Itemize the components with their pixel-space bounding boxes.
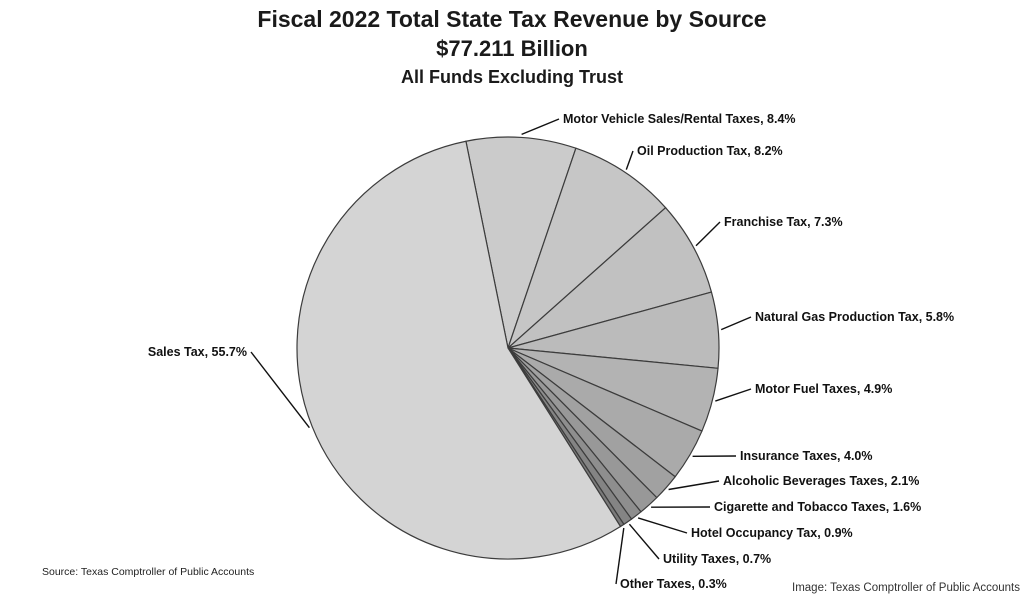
chart-subtitle-2: All Funds Excluding Trust [400, 67, 623, 87]
slice-label-utility-taxes: Utility Taxes, 0.7% [663, 552, 771, 566]
slice-label-hotel-occupancy-tax: Hotel Occupancy Tax, 0.9% [691, 526, 853, 540]
source-note: Source: Texas Comptroller of Public Acco… [42, 566, 255, 578]
leader-line-sales-tax [250, 351, 310, 429]
pie-slice-sales-tax [296, 140, 622, 560]
leader-line-motor-fuel-taxes [715, 388, 752, 402]
slice-label-sales-tax: Sales Tax, 55.7% [148, 345, 247, 359]
leader-line-alcoholic-beverages-taxes [668, 480, 720, 491]
leader-line-franchise-tax [695, 221, 721, 247]
pie-slice-franchise-tax [507, 207, 713, 349]
leader-line-utility-taxes [628, 523, 660, 560]
slice-label-cigarette-and-tobacco-taxes: Cigarette and Tobacco Taxes, 1.6% [714, 500, 921, 514]
slice-label-other-taxes: Other Taxes, 0.3% [620, 577, 727, 591]
leader-line-oil-production-tax [625, 150, 634, 170]
slice-label-insurance-taxes: Insurance Taxes, 4.0% [740, 449, 872, 463]
image-credit: Image: Texas Comptroller of Public Accou… [792, 582, 1020, 594]
slice-label-alcoholic-beverages-taxes: Alcoholic Beverages Taxes, 2.1% [723, 474, 919, 488]
chart-title: Fiscal 2022 Total State Tax Revenue by S… [257, 6, 767, 32]
pie-slice-motor-vehicle-sales-rental-taxes [465, 136, 577, 349]
leader-line-other-taxes [615, 527, 625, 585]
slice-label-motor-vehicle-sales-rental-taxes: Motor Vehicle Sales/Rental Taxes, 8.4% [563, 112, 796, 126]
slice-label-franchise-tax: Franchise Tax, 7.3% [724, 215, 843, 229]
slice-label-natural-gas-production-tax: Natural Gas Production Tax, 5.8% [755, 310, 954, 324]
slice-label-oil-production-tax: Oil Production Tax, 8.2% [637, 144, 783, 158]
slice-label-motor-fuel-taxes: Motor Fuel Taxes, 4.9% [755, 382, 892, 396]
leader-line-hotel-occupancy-tax [637, 517, 688, 534]
pie-slice-oil-production-tax [507, 147, 667, 349]
chart-subtitle: $77.211 Billion [436, 36, 588, 61]
leader-line-motor-vehicle-sales-rental-taxes [521, 118, 560, 136]
leader-line-natural-gas-production-tax [720, 316, 752, 331]
